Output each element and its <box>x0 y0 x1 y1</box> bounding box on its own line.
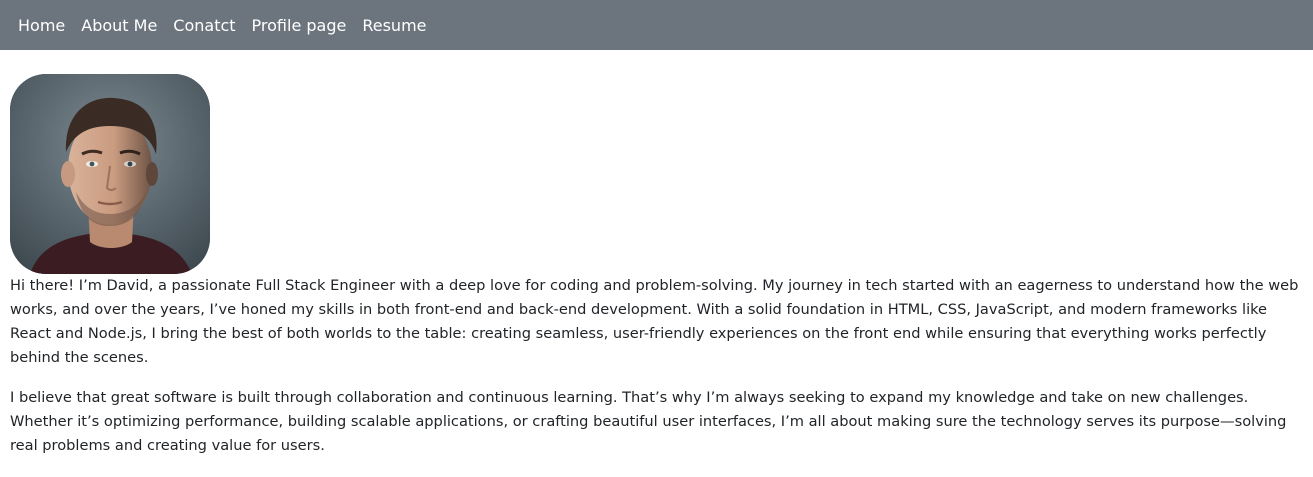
bio-paragraph-2: I believe that great software is built t… <box>10 389 1287 454</box>
profile-photo <box>10 74 210 274</box>
nav-link-resume[interactable]: Resume <box>362 15 427 35</box>
nav-link-profile-page[interactable]: Profile page <box>251 15 347 35</box>
nav-link-about-me[interactable]: About Me <box>81 15 158 35</box>
bio-paragraph-1: Hi there! I’m David, a passionate Full S… <box>10 277 1299 366</box>
nav-link-contact[interactable]: Conatct <box>173 15 236 35</box>
nav-link-home[interactable]: Home <box>18 15 66 35</box>
person-portrait-icon <box>10 74 210 274</box>
main-content: Hi there! I’m David, a passionate Full S… <box>0 50 1313 458</box>
bio-text: Hi there! I’m David, a passionate Full S… <box>10 274 1303 458</box>
top-navbar: Home About Me Conatct Profile page Resum… <box>0 0 1313 50</box>
